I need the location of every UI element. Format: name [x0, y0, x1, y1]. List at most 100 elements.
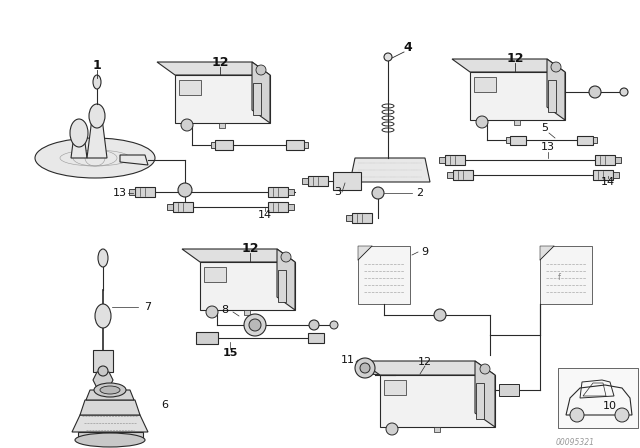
Text: 5: 5 [541, 123, 548, 133]
Polygon shape [175, 75, 270, 123]
Bar [204, 267, 226, 282]
Circle shape [551, 62, 561, 72]
Text: 12: 12 [211, 56, 228, 69]
Text: f: f [558, 273, 561, 282]
Polygon shape [540, 246, 554, 260]
Bar [333, 172, 361, 190]
Bar [346, 215, 352, 221]
Polygon shape [308, 176, 328, 186]
Ellipse shape [98, 249, 108, 267]
Circle shape [178, 183, 192, 197]
Polygon shape [547, 59, 565, 120]
Polygon shape [595, 155, 615, 165]
Bar [577, 136, 593, 145]
Polygon shape [268, 202, 288, 212]
Polygon shape [475, 361, 495, 427]
Circle shape [434, 309, 446, 321]
Text: 7: 7 [145, 302, 152, 312]
Text: 14: 14 [258, 210, 272, 220]
Bar [286, 140, 304, 150]
Bar [167, 204, 173, 210]
Circle shape [570, 408, 584, 422]
Circle shape [256, 65, 266, 75]
Polygon shape [268, 187, 288, 197]
Bar [78, 432, 143, 440]
Circle shape [589, 86, 601, 98]
Bar [219, 123, 225, 128]
Bar [302, 178, 308, 184]
Circle shape [372, 187, 384, 199]
Bar [211, 142, 215, 148]
Bar [129, 189, 135, 195]
Text: 1: 1 [93, 59, 101, 72]
Circle shape [330, 321, 338, 329]
Polygon shape [200, 262, 295, 310]
Bar [613, 172, 619, 178]
Polygon shape [80, 400, 140, 415]
Text: 00095321: 00095321 [556, 438, 595, 447]
Polygon shape [452, 59, 565, 72]
Polygon shape [87, 118, 107, 158]
Ellipse shape [35, 138, 155, 178]
Bar [278, 270, 286, 302]
Polygon shape [120, 155, 148, 165]
Bar [253, 83, 261, 115]
Bar [384, 380, 406, 395]
Polygon shape [252, 62, 270, 123]
Text: 12: 12 [418, 357, 432, 367]
Bar [514, 120, 520, 125]
Bar [304, 142, 308, 148]
Bar [447, 172, 453, 178]
Polygon shape [71, 135, 87, 158]
Text: 6: 6 [161, 400, 168, 410]
Polygon shape [93, 372, 113, 388]
Text: 3: 3 [335, 187, 342, 197]
Ellipse shape [70, 119, 88, 147]
Bar [434, 427, 440, 432]
Bar [288, 204, 294, 210]
Polygon shape [593, 170, 613, 180]
Text: 15: 15 [222, 348, 237, 358]
Bar [499, 384, 519, 396]
Polygon shape [72, 415, 148, 432]
Bar [93, 350, 113, 372]
Circle shape [476, 116, 488, 128]
Text: 4: 4 [404, 40, 412, 53]
Text: 2: 2 [417, 188, 424, 198]
Ellipse shape [89, 104, 105, 128]
Ellipse shape [75, 433, 145, 447]
Polygon shape [135, 187, 155, 197]
Circle shape [620, 88, 628, 96]
Circle shape [384, 53, 392, 61]
Bar [548, 80, 556, 112]
Circle shape [386, 423, 398, 435]
Bar [506, 137, 510, 143]
Bar [558, 368, 638, 428]
Circle shape [309, 320, 319, 330]
Polygon shape [360, 361, 495, 375]
Text: 11: 11 [341, 355, 355, 365]
Bar [196, 332, 218, 344]
Circle shape [181, 119, 193, 131]
Circle shape [206, 306, 218, 318]
Polygon shape [182, 249, 295, 262]
Polygon shape [277, 249, 295, 310]
Bar [476, 383, 484, 419]
Text: 14: 14 [601, 177, 615, 187]
Polygon shape [540, 246, 592, 304]
Circle shape [615, 408, 629, 422]
Bar [215, 140, 233, 150]
Ellipse shape [95, 304, 111, 328]
Text: 10: 10 [603, 401, 617, 411]
Bar [308, 333, 324, 343]
Bar [373, 362, 383, 374]
Circle shape [281, 252, 291, 262]
Polygon shape [445, 155, 465, 165]
Polygon shape [173, 202, 193, 212]
Text: 13: 13 [541, 142, 555, 152]
Bar [179, 80, 201, 95]
Bar [615, 157, 621, 163]
Polygon shape [86, 390, 134, 400]
Polygon shape [358, 246, 372, 260]
Bar [288, 189, 294, 195]
